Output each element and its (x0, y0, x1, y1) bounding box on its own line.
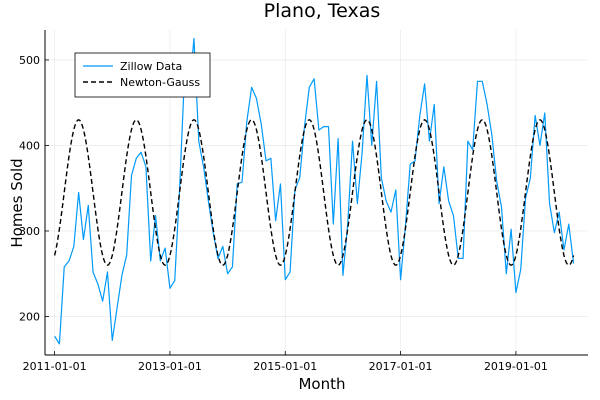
chart-title: Plano, Texas (264, 0, 381, 22)
legend-box (74, 52, 211, 98)
x-axis-label: Month (298, 375, 345, 393)
legend: Zillow Data Newton-Gauss (74, 52, 211, 98)
axes-frame (44, 30, 588, 356)
y-tick-label: 300 (19, 225, 40, 238)
y-tick-label: 400 (19, 139, 40, 152)
y-tick-label: 500 (19, 54, 40, 67)
x-tick-label: 2015-01-01 (253, 360, 317, 373)
x-axis-ticks: 2011-01-01 2013-01-01 2015-01-01 2017-01-01… (23, 351, 548, 373)
y-tick-label: 200 (19, 311, 40, 324)
x-tick-label: 2017-01-01 (369, 360, 433, 373)
x-tick-label: 2013-01-01 (138, 360, 202, 373)
x-tick-label: 2019-01-01 (484, 360, 548, 373)
plot-area (53, 37, 575, 345)
series-line-zillow-data (54, 37, 575, 345)
y-axis-label: Homes Sold (8, 158, 26, 247)
legend-label-zillow-data: Zillow Data (120, 60, 182, 73)
legend-label-newton-gauss: Newton-Gauss (120, 76, 200, 89)
y-axis-ticks: 200 300 400 500 (19, 54, 49, 324)
x-tick-label: 2011-01-01 (23, 360, 87, 373)
series-line-newton-gauss (53, 119, 575, 266)
